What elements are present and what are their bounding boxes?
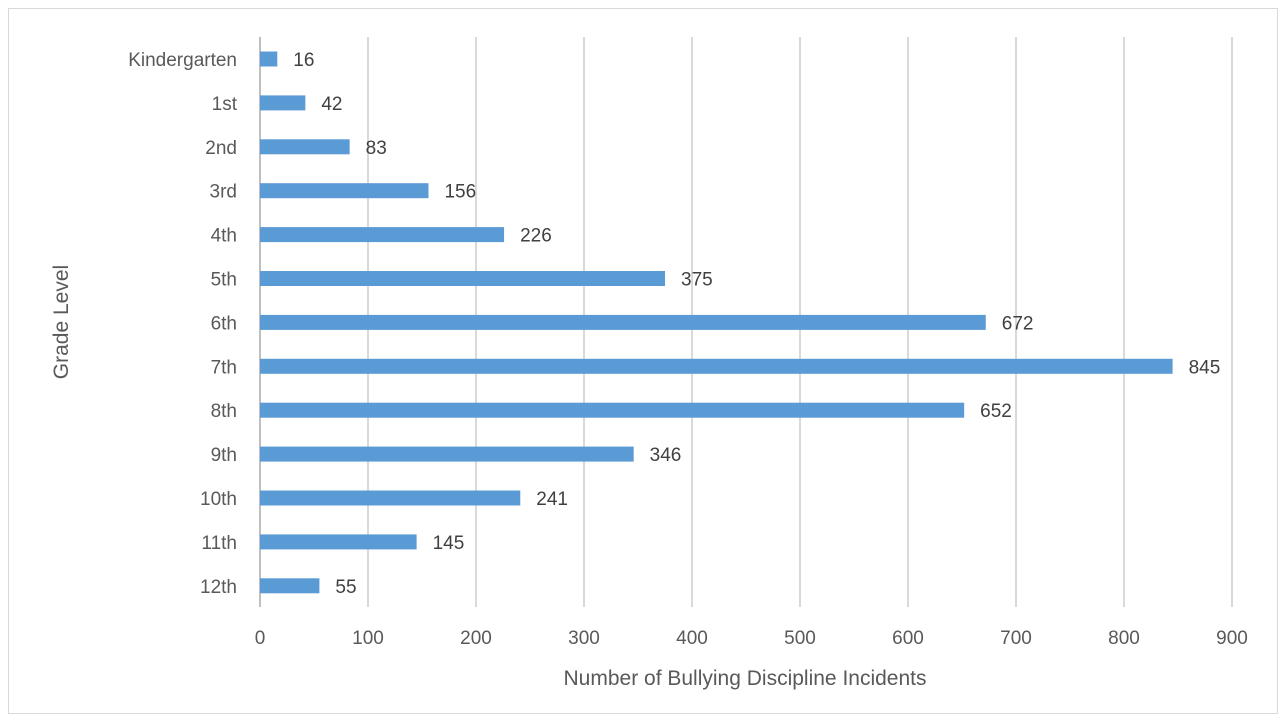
data-labels: 16 42 83 156 226 375 672 845 652 346 241 145 55 bbox=[293, 50, 1220, 598]
x-tick-label: 200 bbox=[460, 628, 492, 649]
category-label: 11th bbox=[201, 533, 237, 554]
data-label: 241 bbox=[536, 489, 568, 510]
bar-10th bbox=[260, 490, 521, 506]
y-axis-title: Grade Level bbox=[50, 265, 73, 379]
category-label: 1st bbox=[212, 94, 238, 115]
x-tick-label: 400 bbox=[676, 628, 708, 649]
x-tick-label: 800 bbox=[1108, 628, 1140, 649]
x-axis-title: Number of Bullying Discipline Incidents bbox=[564, 667, 927, 690]
category-label: 6th bbox=[211, 313, 237, 334]
data-label: 672 bbox=[1002, 313, 1034, 334]
bar-9th bbox=[260, 446, 634, 462]
x-tick-labels: 0 100 200 300 400 500 600 700 800 900 bbox=[255, 628, 1248, 649]
category-label: 10th bbox=[200, 489, 237, 510]
category-label: 9th bbox=[211, 445, 237, 466]
x-tick-label: 600 bbox=[892, 628, 924, 649]
data-label: 83 bbox=[366, 138, 387, 159]
bar-7th bbox=[260, 358, 1173, 374]
x-tick-label: 900 bbox=[1216, 628, 1248, 649]
x-tick-label: 500 bbox=[784, 628, 816, 649]
category-label: 3rd bbox=[210, 182, 237, 203]
bar-5th bbox=[260, 271, 665, 286]
data-label: 16 bbox=[293, 50, 314, 71]
data-label: 42 bbox=[321, 94, 342, 115]
bar-12th bbox=[260, 578, 320, 594]
category-labels: Kindergarten 1st 2nd 3rd 4th 5th 6th 7th 8th 9th 1… bbox=[128, 50, 238, 598]
category-label: 8th bbox=[211, 401, 237, 422]
bar-kindergarten bbox=[260, 51, 278, 67]
bar-2nd bbox=[260, 139, 350, 155]
bar-3rd bbox=[260, 183, 429, 199]
data-label: 652 bbox=[980, 401, 1012, 422]
data-label: 226 bbox=[520, 226, 552, 247]
category-label: 5th bbox=[211, 270, 237, 291]
data-label: 145 bbox=[433, 533, 465, 554]
category-label: 4th bbox=[211, 226, 237, 247]
x-tick-label: 700 bbox=[1000, 628, 1032, 649]
category-label: 7th bbox=[211, 357, 237, 378]
x-tick-label: 100 bbox=[352, 628, 384, 649]
bar-8th bbox=[260, 402, 965, 418]
category-label: 12th bbox=[200, 577, 237, 598]
x-tick-label: 0 bbox=[255, 628, 266, 649]
bar-4th bbox=[260, 227, 505, 243]
data-label: 156 bbox=[444, 182, 476, 203]
gridlines bbox=[259, 37, 1233, 607]
x-tick-label: 300 bbox=[568, 628, 600, 649]
data-label: 55 bbox=[335, 577, 356, 598]
bar-6th bbox=[260, 314, 986, 330]
bar-11th bbox=[260, 534, 417, 550]
bar-1st bbox=[260, 95, 306, 111]
data-label: 346 bbox=[650, 445, 682, 466]
category-label: Kindergarten bbox=[128, 50, 237, 71]
bars bbox=[260, 51, 1173, 594]
data-label: 375 bbox=[681, 270, 713, 291]
category-label: 2nd bbox=[205, 138, 237, 159]
data-label: 845 bbox=[1189, 357, 1221, 378]
